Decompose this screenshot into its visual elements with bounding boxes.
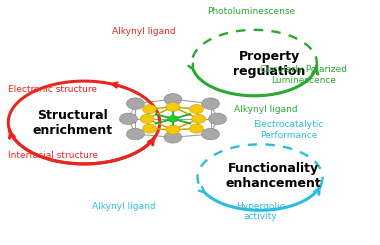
Text: Functionality
enhancement: Functionality enhancement [225, 162, 321, 190]
Circle shape [166, 102, 180, 111]
Circle shape [140, 114, 154, 123]
Circle shape [142, 105, 157, 114]
Text: Alkynyl ligand: Alkynyl ligand [234, 105, 297, 114]
Circle shape [202, 128, 219, 140]
Circle shape [164, 94, 182, 105]
Text: Circularly Polarized
Luminescence: Circularly Polarized Luminescence [260, 65, 347, 85]
Circle shape [166, 125, 180, 134]
Text: Property
regulation: Property regulation [233, 50, 306, 78]
Circle shape [127, 128, 144, 140]
Circle shape [189, 105, 203, 114]
Text: Interfacial structure: Interfacial structure [8, 151, 98, 160]
Circle shape [127, 98, 144, 109]
Text: Alkynyl ligand: Alkynyl ligand [92, 202, 155, 211]
Circle shape [142, 124, 157, 133]
Circle shape [192, 114, 206, 123]
Text: Electrocatalytic
Performance: Electrocatalytic Performance [253, 120, 324, 139]
Text: Photoluminescense: Photoluminescense [207, 7, 295, 16]
Circle shape [168, 116, 178, 122]
Circle shape [202, 98, 219, 109]
Text: Alkynyl ligand: Alkynyl ligand [112, 27, 176, 36]
Circle shape [209, 113, 226, 125]
Text: Hypergolic
activity: Hypergolic activity [236, 202, 284, 221]
Text: Structural
enrichment: Structural enrichment [33, 109, 113, 136]
Circle shape [189, 124, 203, 133]
Circle shape [164, 132, 182, 143]
Circle shape [119, 113, 137, 125]
Text: Electronic structure: Electronic structure [8, 85, 97, 94]
